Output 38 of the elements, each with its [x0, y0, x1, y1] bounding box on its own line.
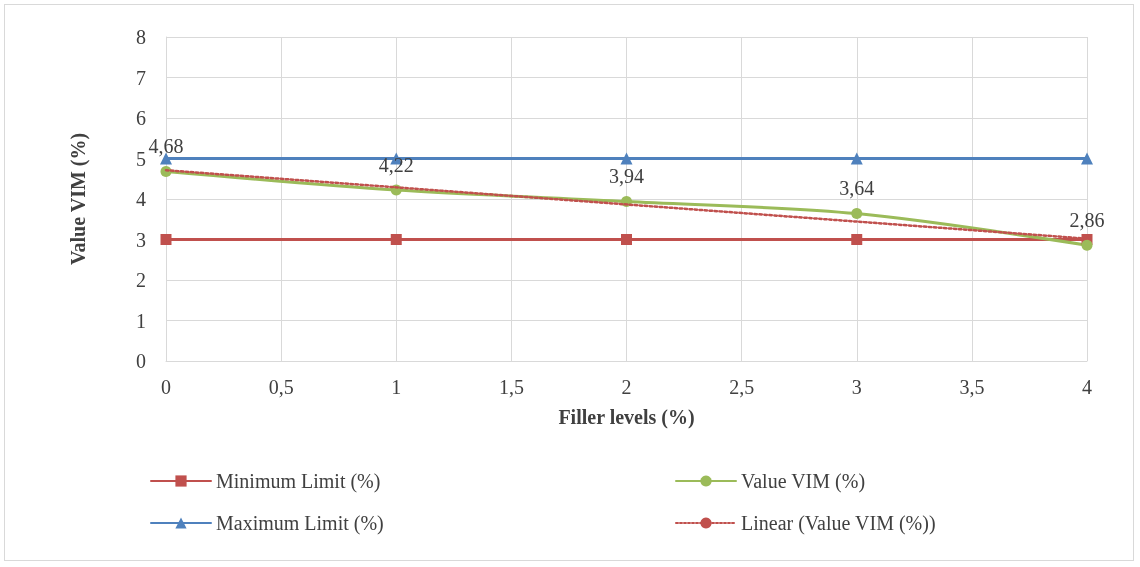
point	[390, 234, 402, 245]
x-tick-label: 2	[621, 376, 632, 398]
x-tick-label: 4	[1082, 376, 1092, 398]
x-tick-label: 2,5	[729, 376, 755, 398]
point	[621, 234, 632, 245]
legend-label: Minimum Limit (%)	[216, 470, 381, 493]
point	[1081, 152, 1093, 165]
data-label: 3,64	[839, 177, 875, 200]
x-axis-title: Filler levels (%)	[558, 406, 695, 429]
data-label: 3,94	[609, 164, 644, 187]
x-tick-label: 1	[391, 376, 402, 398]
point	[851, 234, 863, 245]
y-tick-label: 4	[136, 188, 146, 210]
x-tick-label: 3	[851, 376, 862, 398]
y-tick-label: 1	[136, 309, 146, 332]
y-tick-label: 0	[136, 350, 146, 372]
y-tick-label: 7	[136, 66, 146, 89]
data-label: 2,86	[1069, 208, 1105, 231]
legend-label: Value VIM (%)	[741, 470, 866, 493]
y-tick-label: 5	[136, 147, 146, 170]
legend-label: Maximum Limit (%)	[216, 512, 384, 535]
data-label: 4,22	[378, 153, 414, 176]
y-tick-label: 3	[136, 228, 146, 251]
data-label: 4,68	[148, 134, 184, 157]
legend-label: Linear (Value VIM (%))	[741, 512, 936, 535]
y-tick-label: 8	[136, 26, 146, 48]
point	[1081, 239, 1093, 251]
point	[620, 152, 633, 165]
point	[851, 208, 863, 220]
point	[850, 152, 863, 165]
x-tick-label: 3,5	[959, 376, 985, 398]
x-tick-label: 1,5	[498, 376, 524, 398]
x-tick-label: 0	[161, 376, 171, 398]
y-tick-label: 2	[136, 269, 146, 291]
y-axis-title: Value VIM (%)	[67, 132, 90, 266]
point	[160, 234, 172, 245]
y-tick-label: 6	[136, 107, 146, 129]
x-tick-label: 0,5	[268, 376, 294, 398]
